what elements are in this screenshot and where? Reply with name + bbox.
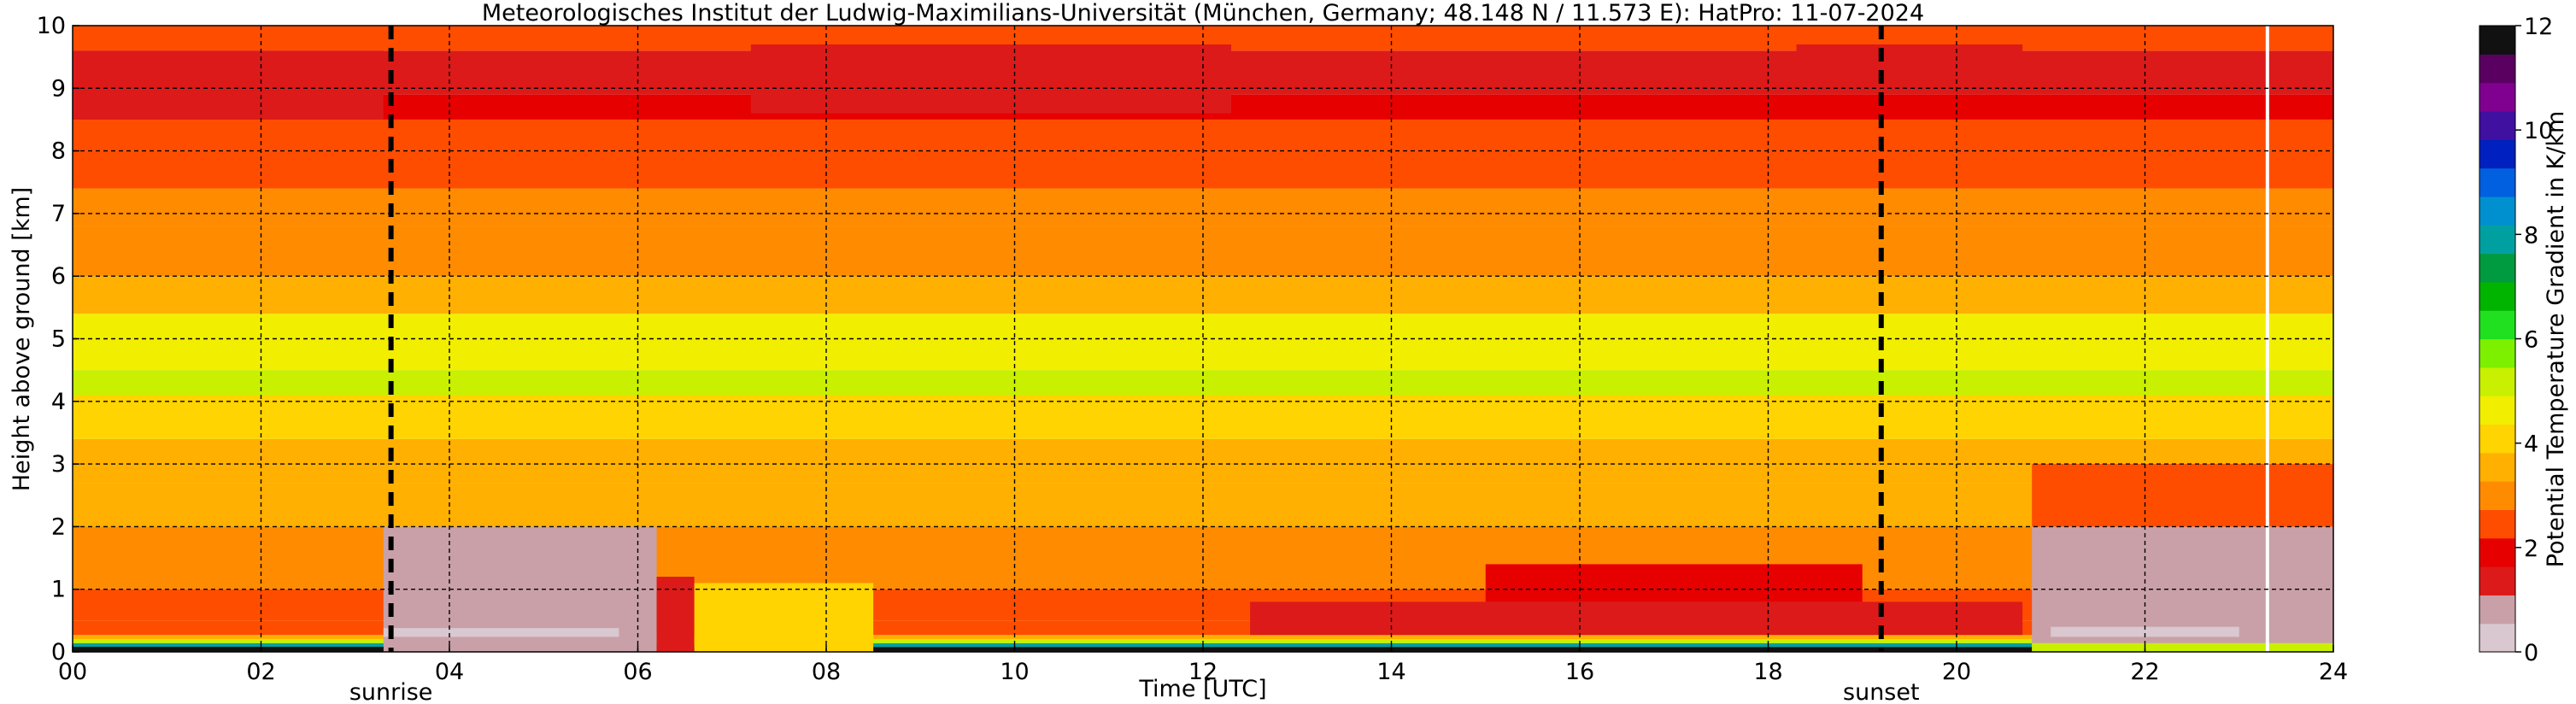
- x-tick-label: 22: [2130, 659, 2159, 685]
- chart-title: Meteorologisches Institut der Ludwig-Max…: [482, 0, 1924, 26]
- colorbar-label: Potential Temperature Gradient in K/km: [2543, 111, 2569, 568]
- heatmap-feature-patch: [1796, 44, 2023, 95]
- colorbar: 0 2 4 6 8 10 12: [2479, 14, 2553, 666]
- y-tick-label: 5: [51, 326, 66, 353]
- heatmap-feature-patch: [1485, 564, 1863, 602]
- colorbar-tick-label: 6: [2524, 327, 2538, 354]
- colorbar-segment: [2479, 595, 2515, 625]
- heatmap-feature-patch: [1250, 601, 2023, 636]
- colorbar-segment: [2479, 82, 2515, 112]
- colorbar-segment: [2479, 310, 2515, 340]
- y-tick-label: 1: [51, 577, 66, 603]
- colorbar-segment: [2479, 225, 2515, 255]
- heatmap-feature-patch: [656, 577, 695, 652]
- y-axis-ticks: 0 1 2 3 4 5 6 7 8 9 10: [37, 13, 79, 666]
- colorbar-tick-label: 8: [2524, 222, 2538, 249]
- x-tick-label: 12: [1188, 659, 1218, 685]
- heatmap-feature-patch: [2032, 642, 2333, 652]
- colorbar-segment: [2479, 566, 2515, 595]
- x-axis-label: Time [UTC]: [1138, 676, 1266, 702]
- x-tick-label: 24: [2319, 659, 2348, 685]
- y-tick-label: 3: [51, 451, 66, 478]
- colorbar-segment: [2479, 54, 2515, 84]
- x-tick-label: 06: [623, 659, 652, 685]
- colorbar-segment: [2479, 26, 2515, 55]
- x-tick-label: 14: [1376, 659, 1405, 685]
- colorbar-segment: [2479, 623, 2515, 653]
- colorbar-segment: [2479, 139, 2515, 169]
- colorbar-segment: [2479, 110, 2515, 140]
- colorbar-segment: [2479, 537, 2515, 567]
- x-tick-label: 16: [1565, 659, 1594, 685]
- colorbar-segment: [2479, 424, 2515, 454]
- colorbar-segment: [2479, 509, 2515, 539]
- x-axis-ticks: 00 02 04 06 08 10 12 14 16 18 20 22 24: [58, 645, 2348, 685]
- y-tick-label: 0: [51, 639, 66, 666]
- colorbar-segment: [2479, 253, 2515, 283]
- y-tick-label: 6: [51, 263, 66, 290]
- y-tick-label: 7: [51, 201, 66, 227]
- x-tick-label: 08: [812, 659, 841, 685]
- annotation-label-sunrise: sunrise: [349, 679, 433, 704]
- colorbar-tick-label: 10: [2524, 118, 2553, 144]
- x-tick-label: 04: [435, 659, 464, 685]
- colorbar-segment: [2479, 481, 2515, 511]
- x-tick-label: 10: [1000, 659, 1029, 685]
- colorbar-segment: [2479, 196, 2515, 226]
- heatmap-feature-patch: [694, 583, 874, 652]
- y-tick-label: 8: [51, 138, 66, 165]
- annotation-label-sunset: sunset: [1843, 679, 1920, 704]
- y-tick-label: 2: [51, 513, 66, 540]
- colorbar-segment: [2479, 452, 2515, 482]
- colorbar-segment: [2479, 281, 2515, 311]
- colorbar-tick-label: 12: [2524, 14, 2553, 40]
- colorbar-tick-label: 2: [2524, 536, 2538, 562]
- heatmap-feature-patch: [383, 628, 619, 637]
- colorbar-tick-label: 4: [2524, 431, 2538, 458]
- x-tick-label: 20: [1942, 659, 1971, 685]
- sun-annotations: sunrise sunset: [349, 26, 1920, 704]
- heatmap-feature-patch: [73, 647, 384, 652]
- x-tick-label: 02: [246, 659, 275, 685]
- grid-lines: [73, 26, 2333, 652]
- colorbar-segment: [2479, 367, 2515, 396]
- x-tick-label: 00: [58, 659, 87, 685]
- y-tick-label: 9: [51, 75, 66, 102]
- y-tick-label: 4: [51, 389, 66, 415]
- heatmap-feature-patch: [2051, 626, 2239, 637]
- x-tick-label: 18: [1753, 659, 1782, 685]
- heatmap-feature-patch: [2032, 464, 2333, 527]
- colorbar-segment: [2479, 396, 2515, 425]
- colorbar-tick-label: 0: [2524, 640, 2538, 666]
- colorbar-segment: [2479, 167, 2515, 197]
- colorbar-segment: [2479, 338, 2515, 368]
- y-axis-label: Height above ground [km]: [9, 187, 35, 491]
- y-tick-label: 10: [37, 13, 66, 39]
- heatmap-layer-band: [73, 438, 2333, 484]
- heatmap-feature-patch: [750, 44, 1232, 114]
- heatmap-feature-patch: [73, 50, 384, 120]
